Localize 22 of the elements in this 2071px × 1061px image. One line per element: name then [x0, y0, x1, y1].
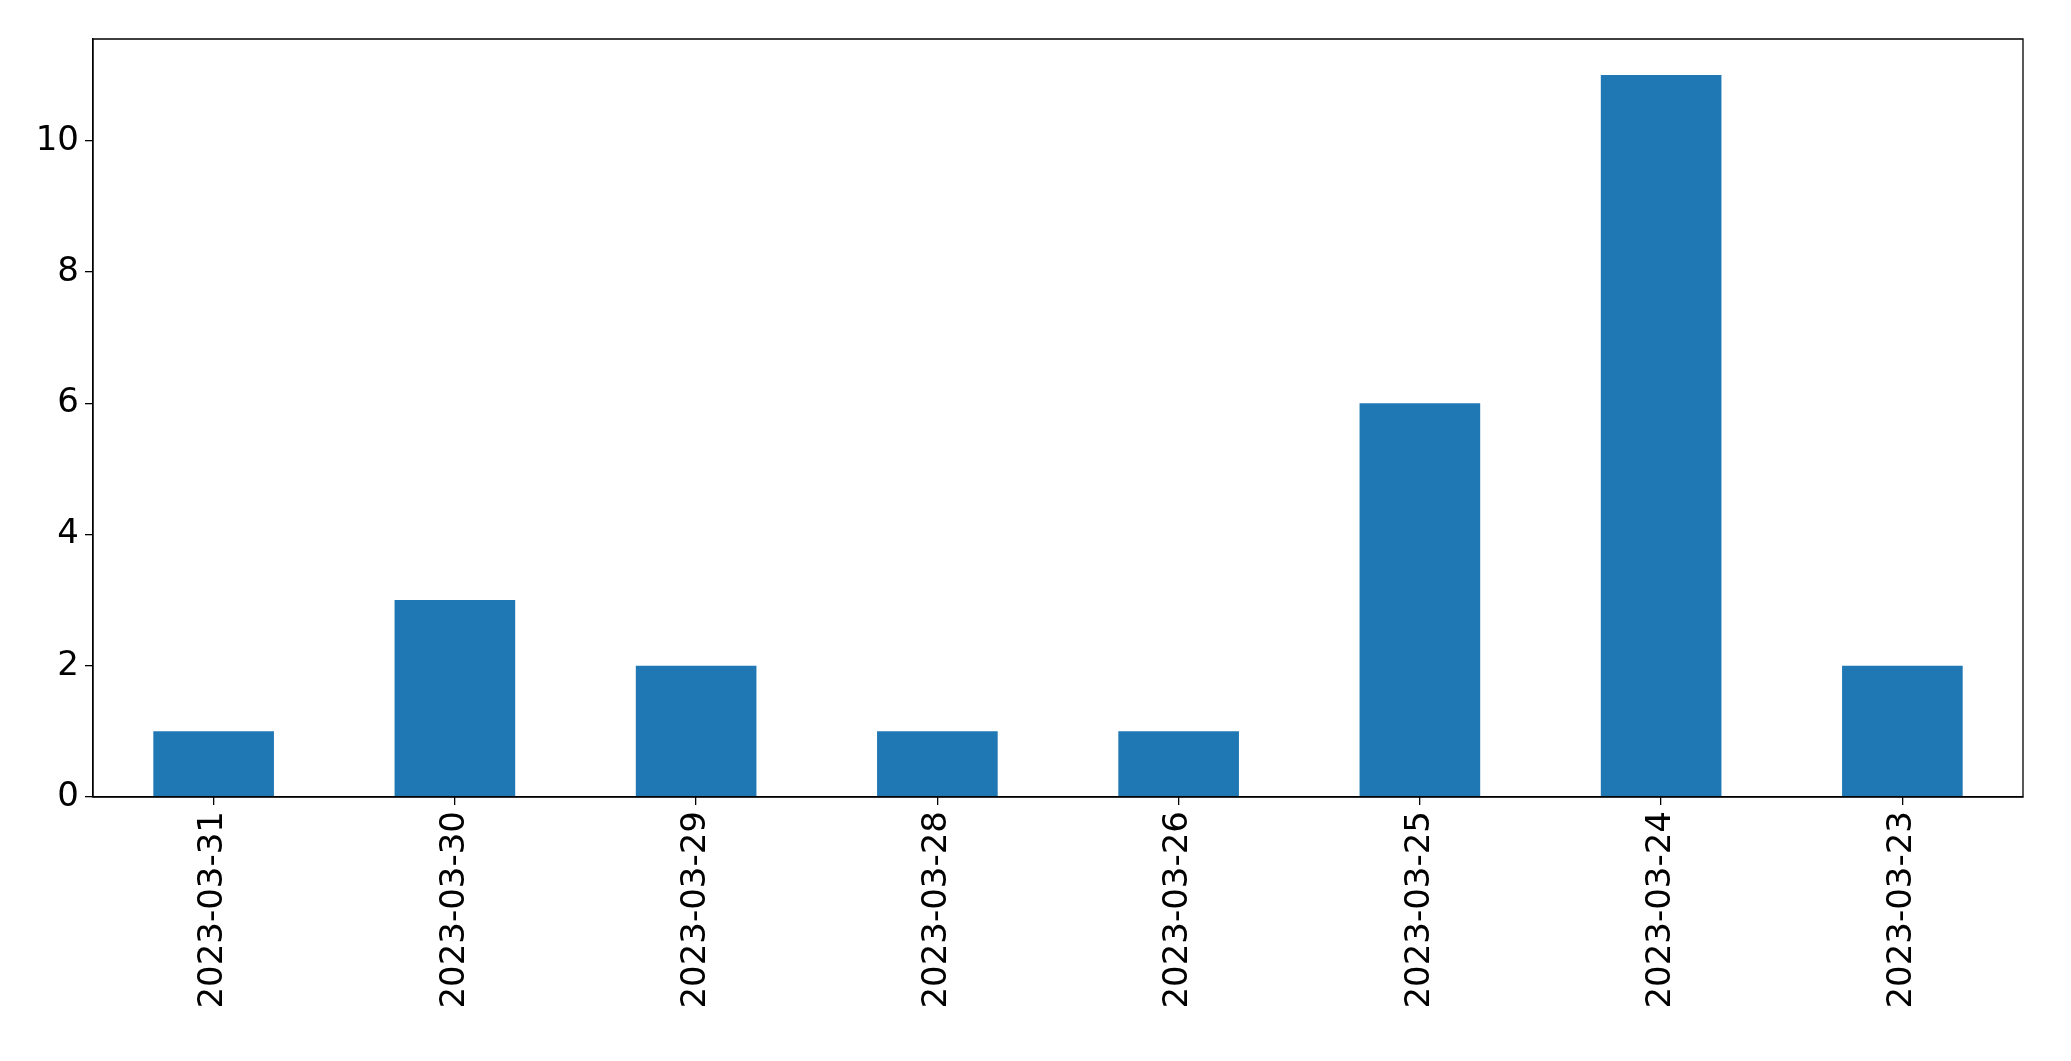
bar: [394, 600, 516, 797]
y-tick-label: 8: [57, 248, 79, 289]
x-tick-label: 2023-03-30: [431, 811, 472, 1009]
y-tick-label: 10: [35, 117, 79, 158]
bar: [635, 665, 757, 797]
y-tick-label: 6: [57, 380, 79, 421]
bar: [1118, 731, 1239, 797]
x-tick-label: 2023-03-26: [1155, 811, 1196, 1009]
bar: [877, 731, 998, 797]
bar: [153, 731, 274, 797]
x-tick-label: 2023-03-25: [1396, 811, 1437, 1009]
bar: [1600, 75, 1722, 797]
x-tick-label: 2023-03-28: [914, 811, 955, 1009]
bar: [1842, 665, 1963, 797]
bar: [1359, 403, 1481, 797]
x-tick-label: 2023-03-24: [1637, 811, 1678, 1009]
x-tick-label: 2023-03-23: [1879, 811, 1920, 1009]
y-tick-label: 0: [57, 773, 79, 814]
x-tick-label: 2023-03-31: [190, 811, 231, 1009]
y-tick-label: 2: [57, 642, 79, 683]
y-tick-label: 4: [57, 511, 79, 552]
x-tick-label: 2023-03-29: [672, 811, 713, 1009]
